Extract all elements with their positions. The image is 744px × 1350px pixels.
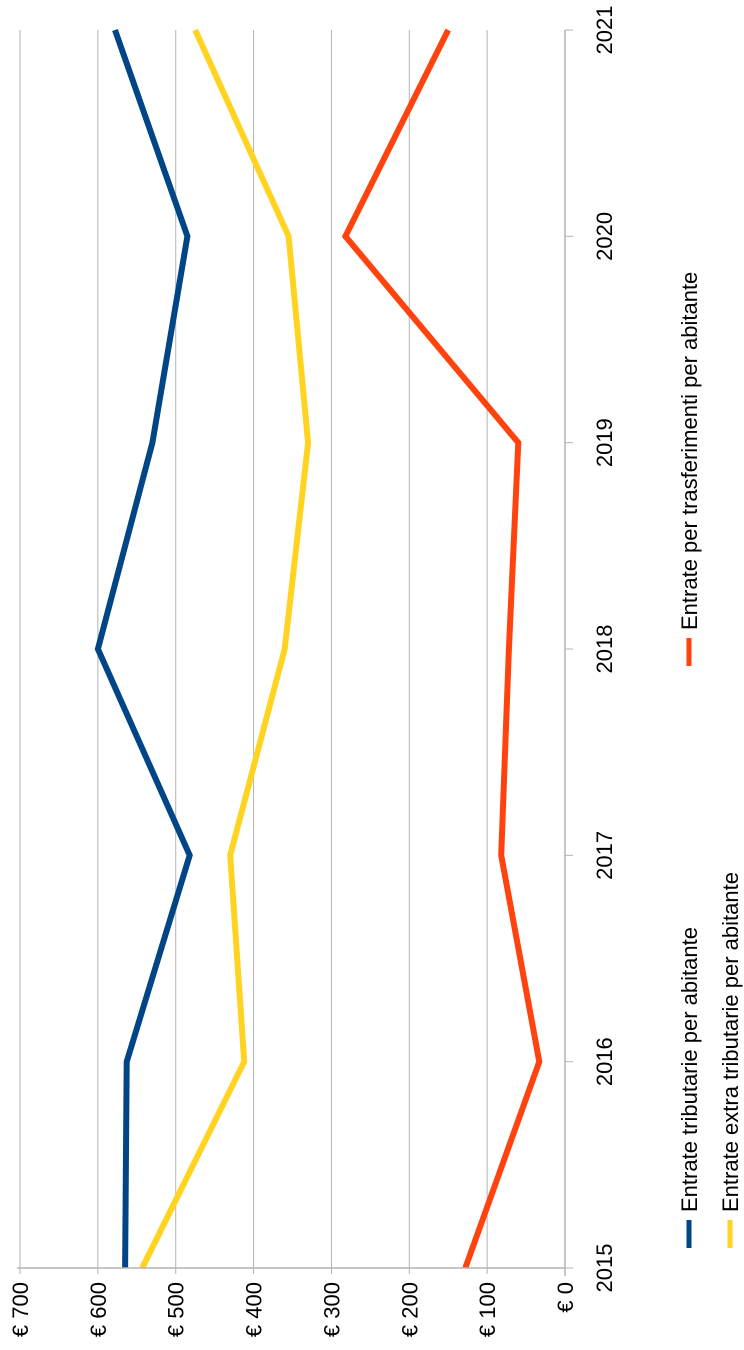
year-tick-label: 2020 [592, 212, 617, 261]
year-axis-ticks: 2015 2016 2017 2018 2019 2020 2021 [565, 6, 617, 1293]
value-tick-label: € 100 [475, 1282, 500, 1337]
value-tick-label: € 700 [8, 1282, 33, 1337]
legend-label: Entrate tributarie per abitante [677, 927, 702, 1212]
series-lines [94, 28, 543, 1270]
value-tick-label: € 200 [397, 1282, 422, 1337]
gridlines [19, 30, 488, 1268]
year-tick-label: 2017 [592, 831, 617, 880]
series-line-2 [139, 28, 312, 1270]
legend-label: Entrate extra tributarie per abitante [718, 872, 743, 1212]
value-axis-ticks: € 0 € 100 € 200 € 300 € 400 € 500 € 600 € 700 [8, 1268, 578, 1337]
series-line-3 [341, 28, 543, 1270]
value-tick-label: € 500 [164, 1282, 189, 1337]
value-tick-label: € 400 [242, 1282, 267, 1337]
year-tick-label: 2019 [592, 418, 617, 467]
year-tick-label: 2021 [592, 6, 617, 55]
value-tick-label: € 600 [86, 1282, 111, 1337]
legend: Entrate tributarie per abitante Entrate e… [677, 272, 743, 1248]
value-tick-label: € 300 [319, 1282, 344, 1337]
legend-label: Entrate per trasferimenti per abitante [677, 272, 702, 630]
value-tick-label: € 0 [553, 1282, 578, 1313]
axes [17, 30, 566, 1276]
year-tick-label: 2016 [592, 1037, 617, 1086]
series-line-1 [94, 29, 193, 1269]
year-tick-label: 2015 [592, 1244, 617, 1293]
year-tick-label: 2018 [592, 625, 617, 674]
